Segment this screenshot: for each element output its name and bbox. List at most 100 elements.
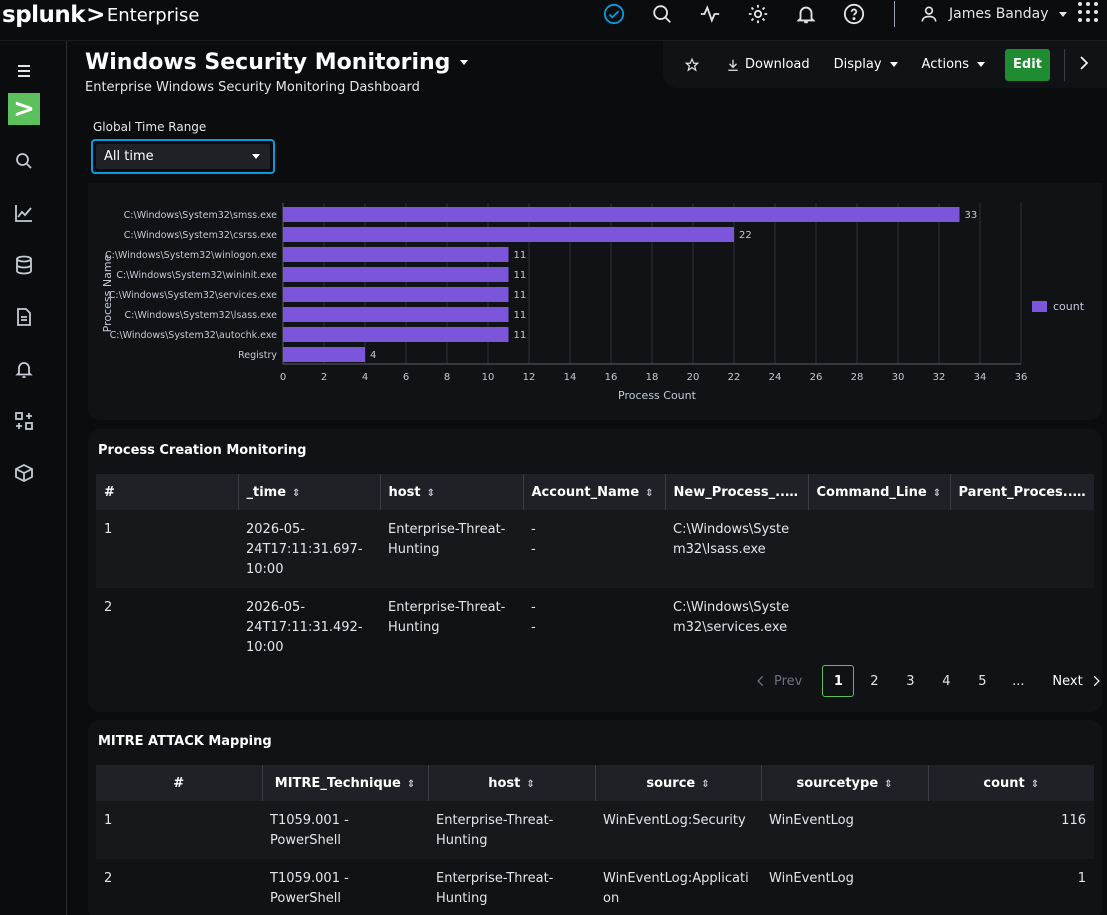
chart-legend[interactable]: count: [1032, 300, 1084, 313]
toolbar-divider: [1063, 48, 1065, 81]
display-button[interactable]: Display: [834, 57, 898, 72]
download-button[interactable]: Download: [726, 57, 810, 72]
page-button-2[interactable]: 2: [870, 673, 879, 689]
data-label: 11: [514, 290, 527, 301]
y-tick-label: C:\Windows\System32\smss.exe: [124, 210, 277, 221]
x-tick-label: 16: [605, 372, 618, 383]
sort-icon: ⇕: [701, 778, 710, 790]
report-icon[interactable]: [8, 301, 40, 333]
search-icon[interactable]: [638, 0, 686, 28]
chevron-left-icon: [757, 675, 764, 687]
user-menu[interactable]: James Banday: [919, 4, 1067, 24]
sort-icon: ⇕: [1083, 487, 1092, 499]
column-header[interactable]: MITRE_Technique ⇕: [262, 765, 429, 801]
dashboard-title[interactable]: Windows Security Monitoring: [85, 50, 469, 75]
process-count-chart-panel: 0 2 4 6 8 10 12 14 16 18 20 22 24 26 28 30 32 34 36 C:\Wind…: [88, 183, 1102, 420]
page-button-1[interactable]: 1: [822, 665, 855, 697]
datasets-icon[interactable]: [8, 249, 40, 281]
data-label: 33: [965, 210, 978, 221]
table-cell: [950, 510, 1094, 588]
dashboard-grid-icon[interactable]: [8, 405, 40, 437]
sort-icon: ⇕: [795, 487, 805, 499]
table-row[interactable]: 1 T1059.001 - PowerShell Enterprise-Thre…: [96, 801, 1094, 859]
chevron-right-icon: [1093, 675, 1100, 687]
page-button-4[interactable]: 4: [942, 673, 951, 689]
y-tick-label: Registry: [238, 350, 277, 361]
splunk-logo[interactable]: splunk > Enterprise: [2, 0, 199, 30]
column-header[interactable]: _time ⇕: [238, 474, 381, 510]
chevron-down-icon: [1058, 11, 1067, 17]
column-header[interactable]: sourcetype ⇕: [761, 765, 929, 801]
page-button-5[interactable]: 5: [978, 673, 987, 689]
top-icons: James Banday: [590, 0, 1067, 28]
edit-button[interactable]: Edit: [1005, 48, 1050, 81]
x-tick-label: 2: [321, 372, 327, 383]
column-header[interactable]: #: [96, 474, 239, 510]
mitre-table: # MITRE_Technique ⇕ host ⇕ source ⇕ sourcet…: [96, 765, 1094, 915]
table-cell: 2026-05-24T17:11:31.492-10:00: [238, 588, 380, 666]
app-icon[interactable]: >: [8, 93, 40, 125]
table-cell: 1: [96, 510, 238, 588]
user-icon: [921, 6, 937, 22]
table-cell: 1: [928, 859, 1094, 915]
x-tick-label: 28: [851, 372, 864, 383]
menu-icon[interactable]: [8, 55, 40, 87]
x-tick-label: 30: [892, 372, 905, 383]
activity-icon[interactable]: [686, 0, 734, 28]
bar: [283, 327, 509, 342]
table-cell: 2: [96, 588, 238, 666]
next-page-button[interactable]: Next: [1052, 674, 1102, 689]
favorite-star-button[interactable]: [685, 57, 704, 72]
column-header[interactable]: Account_Name ⇕: [523, 474, 666, 510]
column-header[interactable]: Command_Line ⇕: [808, 474, 951, 510]
x-tick-label: 20: [687, 372, 700, 383]
data-label: 11: [514, 310, 527, 321]
x-tick-label: 12: [523, 372, 536, 383]
time-range-dropdown[interactable]: All time: [91, 139, 275, 174]
data-label: 11: [514, 330, 527, 341]
column-header[interactable]: #: [96, 765, 263, 801]
product-name: Enterprise: [106, 4, 200, 26]
panel-title: MITRE ATTACK Mapping: [98, 734, 272, 749]
page-button-3[interactable]: 3: [906, 673, 915, 689]
help-icon[interactable]: [830, 0, 878, 28]
table-row[interactable]: 2 2026-05-24T17:11:31.492-10:00 Enterpri…: [96, 588, 1094, 666]
column-header[interactable]: New_Process_... ⇕: [665, 474, 809, 510]
bell-icon[interactable]: [782, 0, 830, 28]
sort-icon: ⇕: [526, 778, 535, 790]
sort-icon: ⇕: [932, 487, 942, 499]
column-header[interactable]: Parent_Proces... ⇕: [950, 474, 1094, 510]
prev-page-button[interactable]: Prev: [754, 674, 802, 689]
y-tick-label: C:\Windows\System32\csrss.exe: [124, 230, 277, 241]
column-header[interactable]: host ⇕: [428, 765, 596, 801]
column-header[interactable]: source ⇕: [595, 765, 762, 801]
table-header-row: # _time ⇕ host ⇕ Account_Name ⇕ New_Process…: [96, 474, 1094, 510]
x-tick-label: 36: [1015, 372, 1028, 383]
top-bar: splunk > Enterprise Jam: [0, 0, 1107, 41]
table-cell: [950, 588, 1094, 666]
table-row[interactable]: 2 T1059.001 - PowerShell Enterprise-Thre…: [96, 859, 1094, 915]
actions-button[interactable]: Actions: [922, 57, 986, 72]
table-row[interactable]: 1 2026-05-24T17:11:31.697-10:00 Enterpri…: [96, 510, 1094, 588]
bar: [283, 287, 509, 302]
legend-swatch: [1032, 301, 1047, 312]
dashboard-description: Enterprise Windows Security Monitoring D…: [85, 80, 420, 95]
sort-icon: ⇕: [406, 778, 416, 790]
column-header[interactable]: count ⇕: [928, 765, 1094, 801]
alert-bell-icon[interactable]: [8, 353, 40, 385]
column-header[interactable]: host ⇕: [380, 474, 524, 510]
search-icon[interactable]: [8, 145, 40, 177]
check-circle-icon[interactable]: [590, 0, 638, 28]
chevron-right-icon[interactable]: [1075, 53, 1093, 77]
x-tick-label: 10: [482, 372, 495, 383]
legend-label: count: [1053, 300, 1085, 313]
table-cell: WinEventLog: [761, 859, 928, 915]
table-cell: T1059.001 - PowerShell: [262, 801, 428, 859]
chart-icon[interactable]: [8, 197, 40, 229]
x-tick-label: 4: [362, 372, 368, 383]
display-label: Display: [833, 57, 882, 72]
apps-grid-icon[interactable]: [1078, 2, 1098, 22]
gear-icon[interactable]: [734, 0, 782, 28]
box-icon[interactable]: [8, 457, 40, 489]
chevron-down-icon: [460, 60, 469, 65]
